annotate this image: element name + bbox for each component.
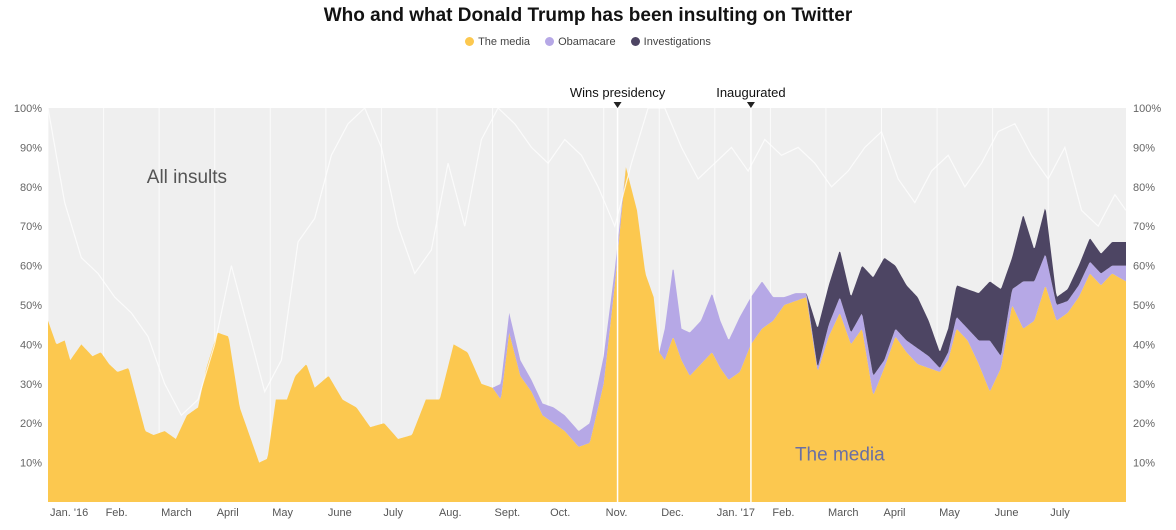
y-tick-label-right: 50% (1133, 300, 1155, 312)
area-media (48, 167, 1126, 502)
legend-item-media: The media (465, 36, 530, 48)
x-tick-label: June (995, 507, 1019, 519)
x-tick-label: Feb. (106, 507, 128, 519)
x-tick-label: April (884, 507, 906, 519)
y-tick-label-right: 80% (1133, 182, 1155, 194)
y-tick-label-right: 40% (1133, 339, 1155, 351)
legend-label-media: The media (478, 36, 531, 48)
y-tick-label-left: 50% (20, 300, 42, 312)
annotation-label: Wins presidency (570, 85, 666, 100)
x-tick-label: Dec. (661, 507, 684, 519)
y-tick-label-right: 100% (1133, 103, 1161, 115)
y-tick-label-left: 80% (20, 182, 42, 194)
y-tick-label-left: 60% (20, 261, 42, 273)
legend-swatch-obamacare (545, 37, 555, 46)
area-investigations (48, 167, 1126, 463)
area-label: The media (795, 445, 885, 466)
x-tick-label: March (828, 507, 859, 519)
x-tick-label: Sept. (495, 507, 521, 519)
y-tick-label-right: 90% (1133, 142, 1155, 154)
y-tick-label-right: 20% (1133, 418, 1155, 430)
y-tick-label-right: 60% (1133, 261, 1155, 273)
legend-swatch-media (465, 37, 475, 46)
y-tick-label-left: 90% (20, 142, 42, 154)
y-tick-label-left: 30% (20, 379, 42, 391)
all-insults-line (47, 106, 1127, 417)
y-tick-label-right: 30% (1133, 379, 1155, 391)
x-tick-label: Nov. (606, 507, 628, 519)
legend: The media Obamacare Investigations (0, 36, 1176, 48)
y-tick-label-left: 20% (20, 418, 42, 430)
chart-title: Who and what Donald Trump has been insul… (323, 5, 853, 26)
y-tick-label-right: 10% (1133, 458, 1155, 470)
x-tick-label: July (1050, 507, 1070, 519)
y-tick-label-left: 10% (20, 458, 42, 470)
legend-label-obamacare: Obamacare (558, 36, 616, 48)
y-tick-label-left: 70% (20, 221, 42, 233)
y-tick-label-right: 70% (1133, 221, 1155, 233)
annotation-marker (746, 102, 755, 108)
x-tick-label: July (383, 507, 403, 519)
x-tick-label: May (272, 507, 293, 519)
x-tick-label: Aug. (439, 507, 462, 519)
x-tick-label: Feb. (772, 507, 794, 519)
x-tick-label: April (217, 507, 239, 519)
x-tick-label: Jan. '17 (717, 507, 755, 519)
y-tick-label-left: 40% (20, 339, 42, 351)
annotation-label: Inaugurated (716, 85, 785, 100)
x-tick-label: Oct. (550, 507, 570, 519)
legend-item-obamacare: Obamacare (545, 36, 616, 48)
legend-label-investigations: Investigations (643, 36, 711, 48)
x-tick-label: Jan. '16 (50, 507, 88, 519)
x-tick-label: March (161, 507, 192, 519)
y-tick-label-left: 100% (14, 103, 42, 115)
annotation-marker (613, 102, 622, 108)
legend-item-investigations: Investigations (630, 36, 711, 48)
x-tick-label: June (328, 507, 352, 519)
area-label: All insults (147, 167, 227, 188)
legend-swatch-investigations (630, 37, 640, 46)
x-tick-label: May (939, 507, 960, 519)
